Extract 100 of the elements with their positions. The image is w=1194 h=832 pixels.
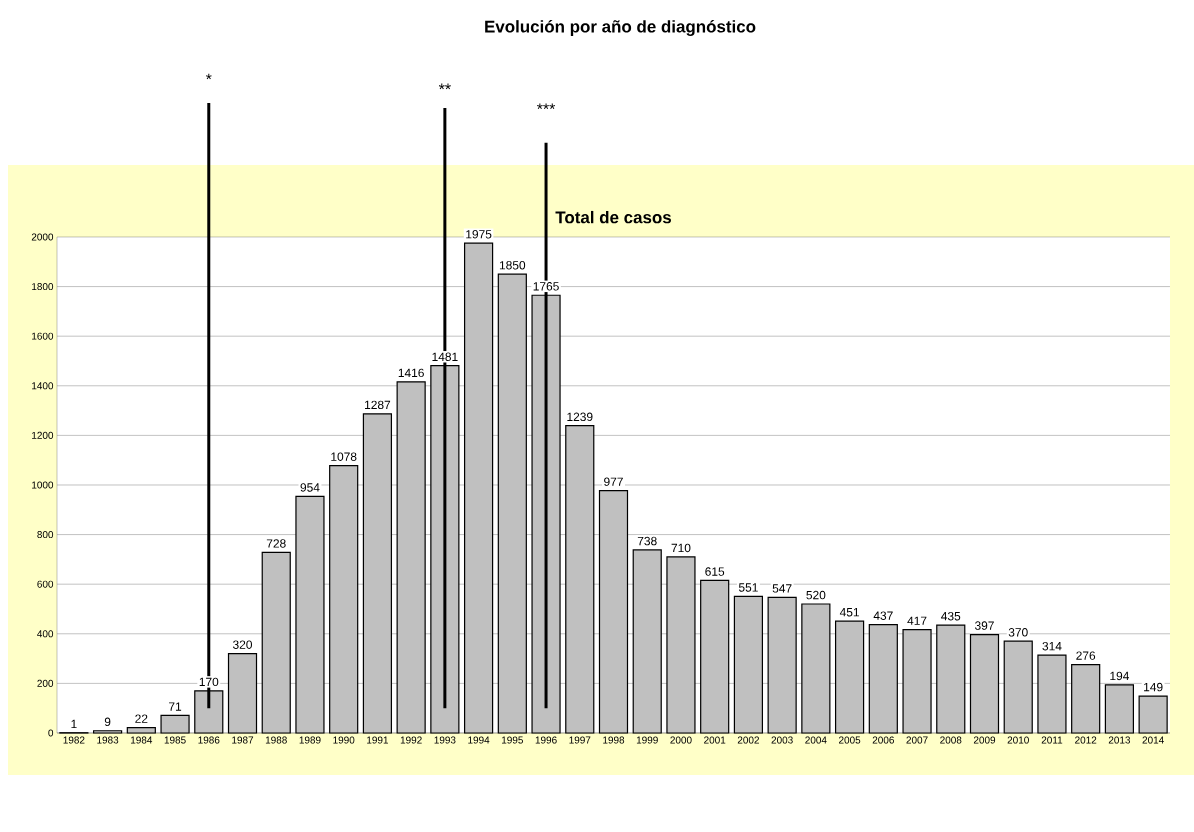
x-tick-label: 1984 (131, 736, 153, 744)
bar (1104, 684, 1134, 734)
data-label: 1975 (466, 230, 492, 239)
data-label: 615 (705, 567, 725, 576)
x-tick-label: 2012 (1075, 736, 1097, 744)
x-tick-label: 2005 (839, 736, 861, 744)
x-tick-label: 1995 (502, 736, 523, 744)
x-tick-label: 1996 (535, 736, 557, 744)
data-label: 1287 (365, 400, 391, 410)
x-tick-label: 1982 (63, 736, 85, 744)
bar (329, 465, 359, 734)
bar (295, 495, 325, 734)
data-label: 170 (199, 677, 219, 687)
x-tick-label: 1997 (569, 736, 591, 744)
x-tick-label: 1990 (333, 736, 355, 744)
bar (497, 273, 527, 734)
data-label: 977 (604, 477, 623, 486)
x-tick-label: 2013 (1108, 736, 1131, 744)
x-tick-label: 1988 (265, 736, 287, 744)
data-label: 547 (772, 584, 792, 593)
bar (834, 620, 865, 734)
x-tick-label: 1993 (434, 736, 456, 744)
data-label: 71 (169, 702, 182, 711)
bar (969, 633, 1000, 734)
y-tick-label: 200 (37, 679, 54, 687)
data-label: 397 (974, 621, 994, 630)
x-tick-label: 1983 (97, 736, 119, 744)
bar (93, 730, 123, 734)
data-label: 1416 (398, 368, 424, 378)
data-label: 1239 (567, 412, 593, 421)
bar (396, 381, 426, 734)
data-label: 149 (1144, 682, 1163, 692)
bar (700, 579, 730, 734)
bar (632, 549, 662, 734)
data-label: 9 (104, 717, 111, 727)
x-tick-label: 2011 (1041, 736, 1063, 744)
x-tick-label: 2008 (940, 736, 962, 744)
y-tick-label: 1400 (32, 382, 54, 390)
y-tick-label: 1600 (32, 332, 54, 340)
bar (1138, 695, 1168, 734)
x-tick-label: 2006 (872, 736, 894, 744)
x-tick-label: 2007 (906, 736, 928, 744)
bar (227, 653, 258, 734)
y-tick-label: 600 (37, 580, 54, 588)
data-label: 435 (941, 611, 961, 621)
data-label: 551 (738, 583, 758, 592)
ref-line-label: * (205, 73, 212, 80)
data-label: 417 (907, 616, 927, 625)
bar (902, 628, 932, 734)
data-label: 520 (806, 590, 826, 600)
y-tick-label: 400 (37, 630, 54, 638)
x-tick-label: 1987 (232, 736, 254, 744)
bar (126, 726, 156, 734)
ref-line-label: *** (536, 103, 556, 110)
bar (666, 556, 696, 734)
bar (801, 603, 831, 734)
ref-line-label: ** (438, 83, 451, 90)
bar (261, 551, 291, 734)
x-tick-label: 1999 (636, 736, 658, 744)
data-label: 437 (873, 611, 893, 620)
x-tick-label: 1998 (603, 736, 625, 744)
data-label: 451 (839, 608, 859, 617)
chart-subtitle: Total de casos (555, 210, 671, 224)
data-label: 1765 (533, 282, 559, 291)
x-tick-label: 2002 (737, 736, 759, 744)
data-label: 738 (637, 536, 657, 546)
x-tick-label: 1994 (468, 736, 490, 744)
bar (464, 242, 494, 734)
x-tick-label: 1992 (400, 736, 422, 744)
bar (565, 425, 595, 734)
bar (362, 413, 393, 734)
x-tick-label: 2001 (704, 736, 726, 744)
y-tick-label: 2000 (31, 233, 54, 241)
x-tick-label: 1991 (367, 736, 389, 744)
data-label: 194 (1110, 671, 1130, 681)
bar (1003, 640, 1033, 734)
x-tick-label: 1989 (299, 736, 321, 744)
y-tick-label: 0 (48, 729, 54, 737)
x-tick-label: 2003 (771, 736, 793, 744)
bar (733, 595, 764, 734)
x-tick-label: 1985 (164, 736, 186, 744)
data-label: 22 (135, 714, 148, 723)
bar (868, 624, 898, 734)
bar (598, 490, 629, 734)
bar (1037, 654, 1067, 734)
x-tick-label: 1986 (198, 736, 220, 744)
x-tick-label: 2009 (973, 736, 996, 744)
x-tick-label: 2004 (805, 736, 827, 744)
bar (160, 714, 190, 734)
y-tick-label: 1000 (32, 481, 54, 489)
chart-title: Evolución por año de diagnóstico (485, 19, 756, 36)
data-label: 314 (1042, 641, 1062, 651)
data-label: 1481 (432, 352, 458, 361)
data-label: 954 (300, 483, 320, 492)
y-tick-label: 1200 (32, 431, 54, 439)
x-tick-label: 2014 (1142, 736, 1164, 744)
data-label: 1850 (499, 261, 526, 270)
bar (936, 624, 966, 734)
bar (767, 596, 797, 734)
x-tick-label: 2000 (670, 736, 692, 744)
